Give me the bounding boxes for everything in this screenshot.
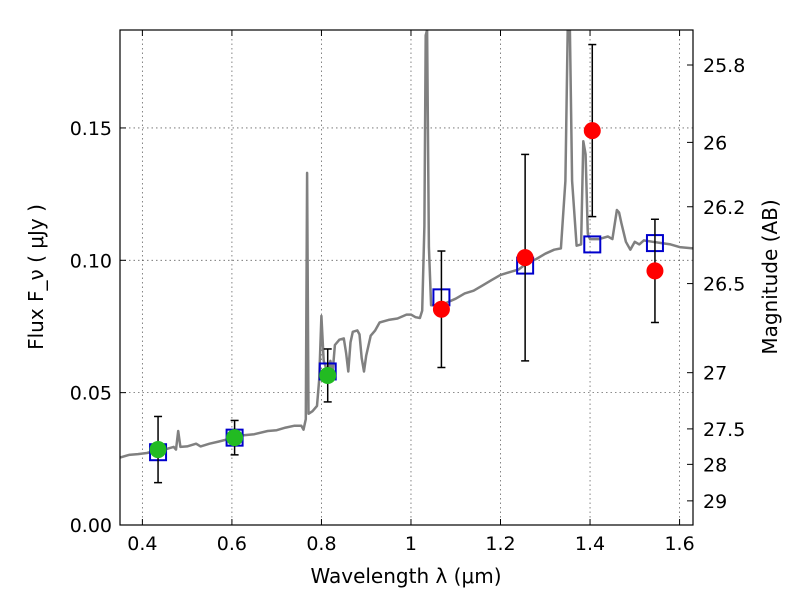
y-tick-label: 0.05 xyxy=(70,383,112,405)
x-tick-label: 1.6 xyxy=(664,533,694,555)
y-tick-label: 0.10 xyxy=(70,250,112,272)
x-tick-label: 1.2 xyxy=(485,533,515,555)
observed-flux-point xyxy=(226,429,244,447)
y-tick-label: 0.00 xyxy=(70,515,112,537)
magnitude-tick-label: 25.8 xyxy=(703,55,745,77)
magnitude-tick-label: 29 xyxy=(703,491,727,513)
observed-flux-point xyxy=(646,262,664,280)
magnitude-tick-label: 26.2 xyxy=(703,197,745,219)
magnitude-tick-label: 26.5 xyxy=(703,274,745,296)
y-tick-label: 0.15 xyxy=(70,118,112,140)
x-tick-label: 0.4 xyxy=(127,533,157,555)
observed-flux-point xyxy=(319,366,337,384)
magnitude-tick-label: 28 xyxy=(703,454,727,476)
observed-flux-point xyxy=(583,122,601,140)
plot-area xyxy=(120,30,693,484)
y-axis-right-label: Magnitude (AB) xyxy=(758,199,782,354)
axes: 0.4 0.6 0.8 1 1.2 1.4 1.6 0.00 0.05 0.10 0.15 25.8 2… xyxy=(70,30,745,555)
plot-frame xyxy=(119,29,694,526)
x-tick-label: 0.6 xyxy=(217,533,247,555)
magnitude-tick-label: 26 xyxy=(703,132,727,154)
model-photometry-square xyxy=(583,235,602,254)
observed-flux-point xyxy=(432,300,450,318)
x-tick-label: 0.8 xyxy=(306,533,336,555)
magnitude-tick-label: 27.5 xyxy=(703,419,745,441)
x-axis-label: Wavelength λ (μm) xyxy=(310,564,501,588)
observed-flux-point xyxy=(149,441,167,459)
x-tick-label: 1 xyxy=(405,533,417,555)
y-axis-label: Flux F_ν ( μJy ) xyxy=(24,204,48,350)
observed-flux-point xyxy=(516,249,534,267)
magnitude-tick-label: 27 xyxy=(703,363,727,385)
x-tick-label: 1.4 xyxy=(575,533,605,555)
